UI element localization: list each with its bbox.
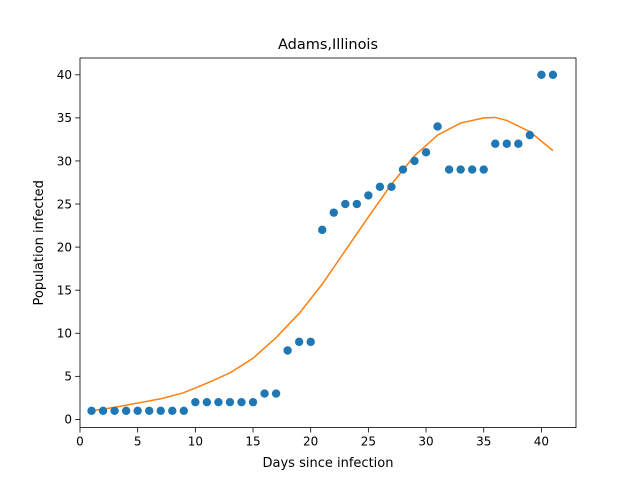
data-point xyxy=(491,139,500,148)
data-point xyxy=(548,70,558,80)
data-point xyxy=(271,389,281,398)
data-point xyxy=(87,406,96,415)
y-tick-label: 5 xyxy=(64,370,72,384)
data-point xyxy=(248,397,258,407)
x-tick-label: 5 xyxy=(134,435,142,449)
y-tick-label: 0 xyxy=(64,413,72,427)
data-point xyxy=(237,397,246,407)
data-point xyxy=(433,122,442,131)
y-tick-label: 30 xyxy=(57,154,72,168)
data-point xyxy=(283,346,292,355)
data-point xyxy=(156,406,165,415)
data-point xyxy=(341,199,350,209)
data-point xyxy=(179,406,189,415)
x-tick-label: 0 xyxy=(76,435,84,449)
y-tick-label: 25 xyxy=(57,197,72,211)
data-point xyxy=(421,148,431,157)
data-point xyxy=(329,208,338,217)
data-point xyxy=(537,70,546,80)
y-tick-label: 20 xyxy=(57,240,72,254)
data-point xyxy=(410,156,419,166)
data-point xyxy=(318,225,327,235)
x-axis-ticks: 0 5 10 15 20 25 30 35 40 xyxy=(76,427,549,449)
data-point xyxy=(98,406,108,415)
data-point xyxy=(502,139,511,148)
data-point xyxy=(225,397,235,407)
plot-frame xyxy=(79,57,577,429)
y-axis-ticks: 0 5 10 15 20 25 30 35 40 xyxy=(57,68,80,427)
data-point xyxy=(444,165,454,174)
data-point xyxy=(191,397,200,407)
x-axis-label: Days since infection xyxy=(263,456,394,471)
data-point xyxy=(375,182,385,191)
data-point xyxy=(352,199,362,209)
data-point xyxy=(456,165,465,174)
x-tick-label: 35 xyxy=(476,435,491,449)
y-axis-label: Population infected xyxy=(32,180,47,305)
x-tick-label: 20 xyxy=(303,435,318,449)
y-tick-label: 10 xyxy=(57,327,72,341)
x-tick-label: 40 xyxy=(534,435,549,449)
data-point xyxy=(133,406,142,415)
data-point xyxy=(214,397,223,407)
data-point xyxy=(467,165,477,174)
data-point xyxy=(306,337,315,347)
y-tick-label: 15 xyxy=(57,283,72,297)
data-point xyxy=(479,165,488,174)
data-point xyxy=(202,397,212,407)
data-point xyxy=(525,130,535,140)
data-point xyxy=(364,191,373,200)
data-point xyxy=(294,337,304,347)
x-tick-label: 25 xyxy=(361,435,376,449)
data-point xyxy=(398,165,408,174)
data-point xyxy=(121,406,131,415)
data-point xyxy=(514,139,523,148)
y-tick-label: 35 xyxy=(57,111,72,125)
data-point xyxy=(110,406,119,415)
x-tick-label: 30 xyxy=(418,435,433,449)
chart-title: Adams,Illinois xyxy=(278,37,378,53)
data-point xyxy=(260,389,269,398)
plot-marks xyxy=(87,70,558,415)
data-point xyxy=(387,182,396,191)
data-point xyxy=(168,406,177,415)
data-point xyxy=(145,406,154,415)
x-tick-label: 15 xyxy=(245,435,260,449)
x-tick-label: 10 xyxy=(188,435,203,449)
y-tick-label: 40 xyxy=(57,68,72,82)
fit-line xyxy=(91,116,554,412)
